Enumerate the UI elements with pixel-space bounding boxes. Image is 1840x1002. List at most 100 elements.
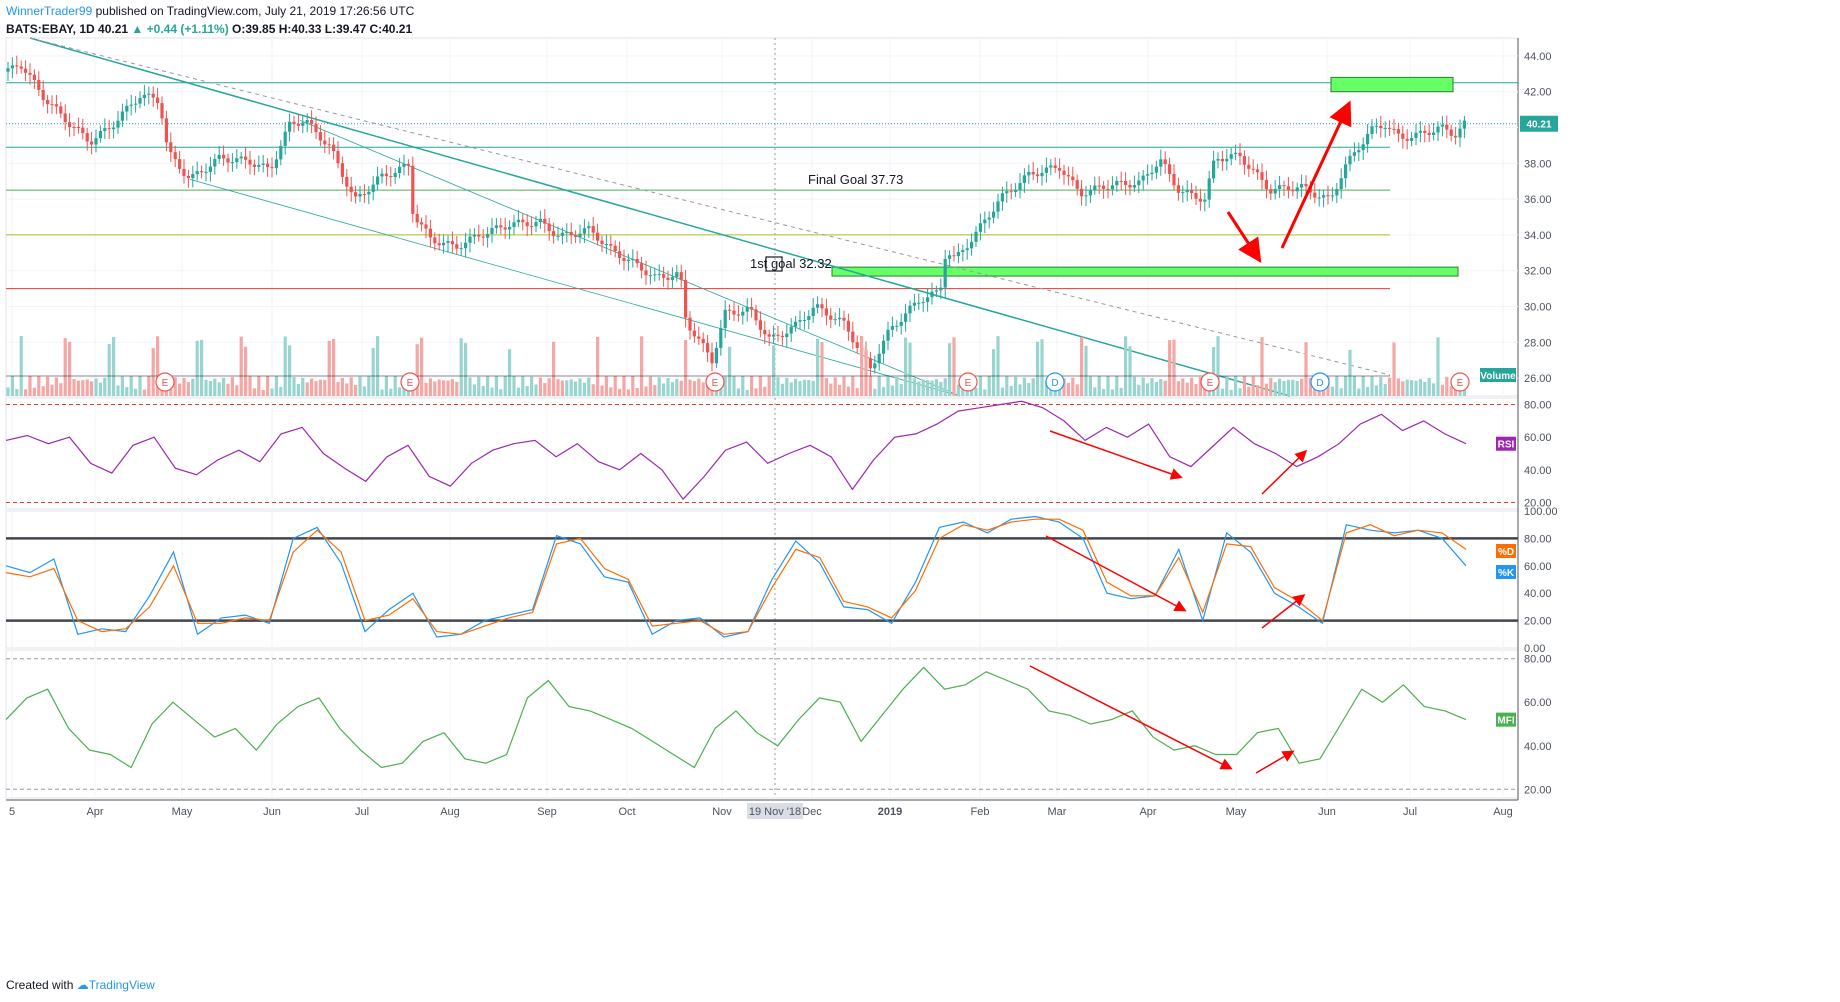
candle-body bbox=[1022, 175, 1026, 184]
volume-bar bbox=[692, 381, 696, 396]
candle-body bbox=[802, 319, 806, 321]
volume-bar bbox=[358, 376, 362, 396]
candle-body bbox=[930, 291, 934, 298]
volume-bar bbox=[1308, 377, 1312, 396]
volume-bar bbox=[1436, 337, 1440, 396]
candle-body bbox=[701, 338, 705, 344]
sto-tick-label: 60.00 bbox=[1524, 561, 1552, 573]
volume-bar bbox=[1009, 385, 1013, 396]
candle-body bbox=[310, 120, 314, 124]
candle-body bbox=[1335, 189, 1339, 196]
candle-body bbox=[1414, 132, 1418, 138]
volume-bar bbox=[992, 349, 996, 396]
volume-bar bbox=[134, 388, 138, 396]
up-triangle-icon: ▲ bbox=[131, 22, 144, 36]
rsi-tick-label: 20.00 bbox=[1524, 497, 1552, 509]
tradingview-brand[interactable]: TradingView bbox=[88, 978, 155, 992]
volume-bar bbox=[1128, 346, 1132, 396]
last-price-tag-label: 40.21 bbox=[1526, 120, 1551, 131]
volume-bar bbox=[644, 386, 648, 396]
candle-body bbox=[1383, 127, 1387, 129]
volume-bar bbox=[842, 376, 846, 396]
volume-bar bbox=[1396, 378, 1400, 396]
volume-bar bbox=[481, 386, 485, 396]
volume-bar bbox=[336, 382, 340, 396]
volume-bar bbox=[895, 376, 899, 396]
candle-body bbox=[1203, 199, 1207, 202]
candle-body bbox=[939, 287, 943, 291]
volume-bar bbox=[398, 387, 402, 396]
volume-bar bbox=[169, 385, 173, 396]
candle-body bbox=[926, 297, 930, 303]
candle-body bbox=[882, 340, 886, 354]
candle-body bbox=[917, 302, 921, 304]
candle-body bbox=[530, 226, 534, 228]
volume-bar bbox=[1418, 379, 1422, 396]
candle-body bbox=[76, 126, 80, 128]
candle-body bbox=[213, 159, 217, 167]
time-tick-label: Mar bbox=[1048, 806, 1067, 818]
candle-body bbox=[1088, 190, 1092, 196]
candle-body bbox=[868, 358, 872, 369]
candle-body bbox=[490, 227, 494, 234]
candle-body bbox=[41, 89, 45, 100]
volume-bar bbox=[1075, 384, 1079, 396]
volume-bars bbox=[6, 336, 1466, 396]
candle-body bbox=[662, 274, 666, 278]
candle-body bbox=[28, 72, 32, 75]
sto-tick-label: 40.00 bbox=[1524, 588, 1552, 600]
candle-body bbox=[398, 166, 402, 174]
candle-body bbox=[406, 163, 410, 166]
candle-body bbox=[1278, 185, 1282, 189]
candle-body bbox=[19, 66, 23, 69]
candle-body bbox=[525, 222, 529, 227]
event-marker-label: D bbox=[1051, 378, 1058, 389]
volume-bar bbox=[1190, 377, 1194, 396]
candle-body bbox=[552, 231, 556, 236]
candle-body bbox=[644, 270, 648, 276]
author-link[interactable]: WinnerTrader99 bbox=[6, 4, 93, 18]
volume-bar bbox=[899, 384, 903, 396]
volume-bar bbox=[622, 376, 626, 396]
candle-body bbox=[120, 111, 124, 121]
candle-body bbox=[1300, 183, 1304, 188]
candle-body bbox=[657, 274, 661, 276]
candle-body bbox=[987, 217, 991, 220]
candle-body bbox=[1388, 127, 1392, 129]
volume-bar bbox=[653, 384, 657, 396]
candle-body bbox=[521, 219, 525, 223]
candle-body bbox=[1132, 185, 1136, 188]
volume-bar bbox=[798, 381, 802, 396]
candle-body bbox=[327, 144, 331, 146]
candle-body bbox=[248, 159, 252, 165]
volume-bar bbox=[182, 377, 186, 396]
candle-body bbox=[1190, 190, 1194, 194]
candle-body bbox=[178, 159, 182, 169]
candle-body bbox=[873, 363, 877, 369]
volume-bar bbox=[1388, 377, 1392, 396]
volume-bar bbox=[147, 376, 151, 396]
candle-body bbox=[670, 277, 674, 280]
candle-body bbox=[1084, 195, 1088, 197]
candle-body bbox=[50, 104, 54, 106]
candle-body bbox=[1000, 193, 1004, 202]
price-tick-label: 30.00 bbox=[1524, 302, 1552, 314]
volume-bar bbox=[1432, 383, 1436, 396]
event-marker-label: E bbox=[965, 378, 972, 389]
volume-bar bbox=[574, 381, 578, 396]
candle-body bbox=[556, 235, 560, 237]
volume-bar bbox=[569, 379, 573, 396]
volume-bar bbox=[72, 379, 76, 396]
candle-body bbox=[1106, 188, 1110, 190]
volume-bar bbox=[521, 376, 525, 396]
volume-bar bbox=[1370, 376, 1374, 396]
candle-body bbox=[728, 309, 732, 311]
candle-body bbox=[305, 120, 309, 123]
volume-bar bbox=[1005, 376, 1009, 396]
volume-bar bbox=[362, 386, 366, 396]
candle-body bbox=[1432, 132, 1436, 136]
candle-body bbox=[191, 174, 195, 179]
volume-bar bbox=[424, 382, 428, 396]
candle-body bbox=[450, 241, 454, 245]
